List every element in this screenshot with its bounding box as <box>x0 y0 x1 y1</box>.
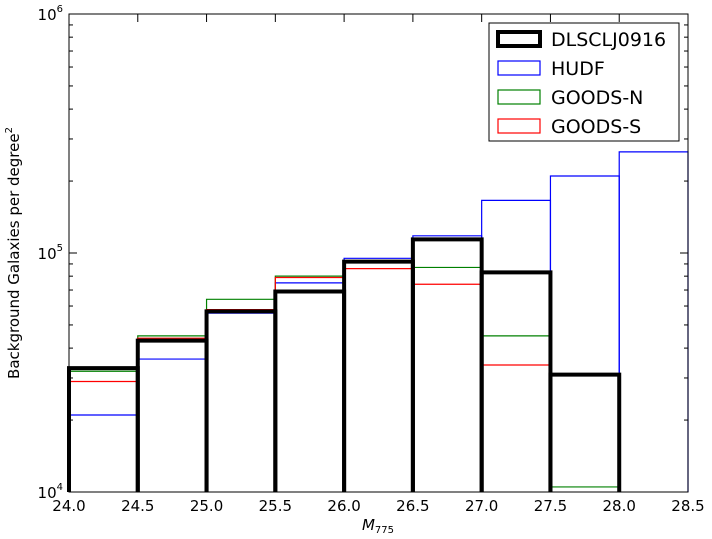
histogram-bar <box>343 268 414 492</box>
legend-label: GOODS-S <box>551 116 641 138</box>
y-axis-label-superscript: 2 <box>4 127 15 133</box>
series-hudf <box>68 151 689 492</box>
series-dlsclj0916 <box>67 237 622 492</box>
series-goods-s <box>68 268 552 492</box>
histogram-bar <box>549 175 620 492</box>
x-tick-label: 24.0 <box>52 497 85 515</box>
x-axis-label: M775 <box>362 516 394 536</box>
legend-label: GOODS-N <box>551 87 643 109</box>
histogram-bar <box>274 276 345 492</box>
histogram-bar <box>618 151 689 492</box>
legend-label: DLSCLJ0916 <box>551 29 666 51</box>
x-tick-label: 26.5 <box>396 497 429 515</box>
legend-swatch <box>497 118 541 134</box>
histogram-bar <box>343 257 414 492</box>
x-tick-label: 25.0 <box>190 497 223 515</box>
histogram-bar <box>68 370 139 492</box>
histogram-bar <box>343 261 414 492</box>
histogram-bar <box>205 298 276 492</box>
x-tick-label: 24.5 <box>121 497 154 515</box>
x-tick-label: 28.5 <box>671 497 704 515</box>
histogram-bar <box>410 237 484 492</box>
histogram-bar <box>137 337 208 492</box>
histogram-bar <box>548 372 622 492</box>
tick-labels: 24.0 24.5 25.0 25.5 26.0 26.5 27.0 27.5 28.0 28.5… <box>38 4 705 515</box>
legend-box <box>488 22 680 142</box>
x-axis-label-subscript: 775 <box>375 525 394 536</box>
histogram-bar <box>204 309 278 492</box>
axis-ticks <box>68 14 689 493</box>
histogram-bar <box>412 235 483 492</box>
plot-area <box>67 151 689 492</box>
x-tick-label: 25.5 <box>259 497 292 515</box>
histogram-bar <box>481 364 552 492</box>
legend-label: HUDF <box>551 58 605 80</box>
legend-swatch <box>497 60 541 76</box>
legend: DLSCLJ0916 HUDF GOODS-N GOODS-S <box>488 22 680 142</box>
histogram-bar <box>205 312 276 492</box>
histogram-bar <box>67 366 140 492</box>
legend-swatch <box>497 89 541 105</box>
histogram-bar <box>274 282 345 492</box>
y-tick-label: 106 <box>38 4 63 24</box>
x-tick-label: 27.5 <box>534 497 567 515</box>
histogram-bar <box>412 283 483 492</box>
x-tick-label: 28.0 <box>603 497 636 515</box>
x-tick-label: 26.0 <box>327 497 360 515</box>
x-tick-label: 27.0 <box>465 497 498 515</box>
histogram-bar <box>481 199 552 492</box>
histogram-bar <box>68 380 139 492</box>
histogram-bar <box>549 486 620 492</box>
histogram-bar <box>205 308 276 492</box>
histogram-bar <box>412 266 483 492</box>
histogram-bar <box>137 358 208 492</box>
histogram-bar <box>479 270 553 492</box>
histogram-bar <box>68 414 139 492</box>
histogram-bar <box>481 335 552 492</box>
histogram-bar <box>135 338 209 492</box>
y-axis-label: Background Galaxies per degree2 <box>4 127 23 379</box>
legend-swatch <box>496 30 542 48</box>
y-tick-label: 104 <box>38 482 63 502</box>
y-tick-label: 105 <box>38 243 63 263</box>
histogram-bar <box>274 275 345 492</box>
histogram-bar <box>342 259 415 492</box>
histogram-bar <box>273 289 347 492</box>
